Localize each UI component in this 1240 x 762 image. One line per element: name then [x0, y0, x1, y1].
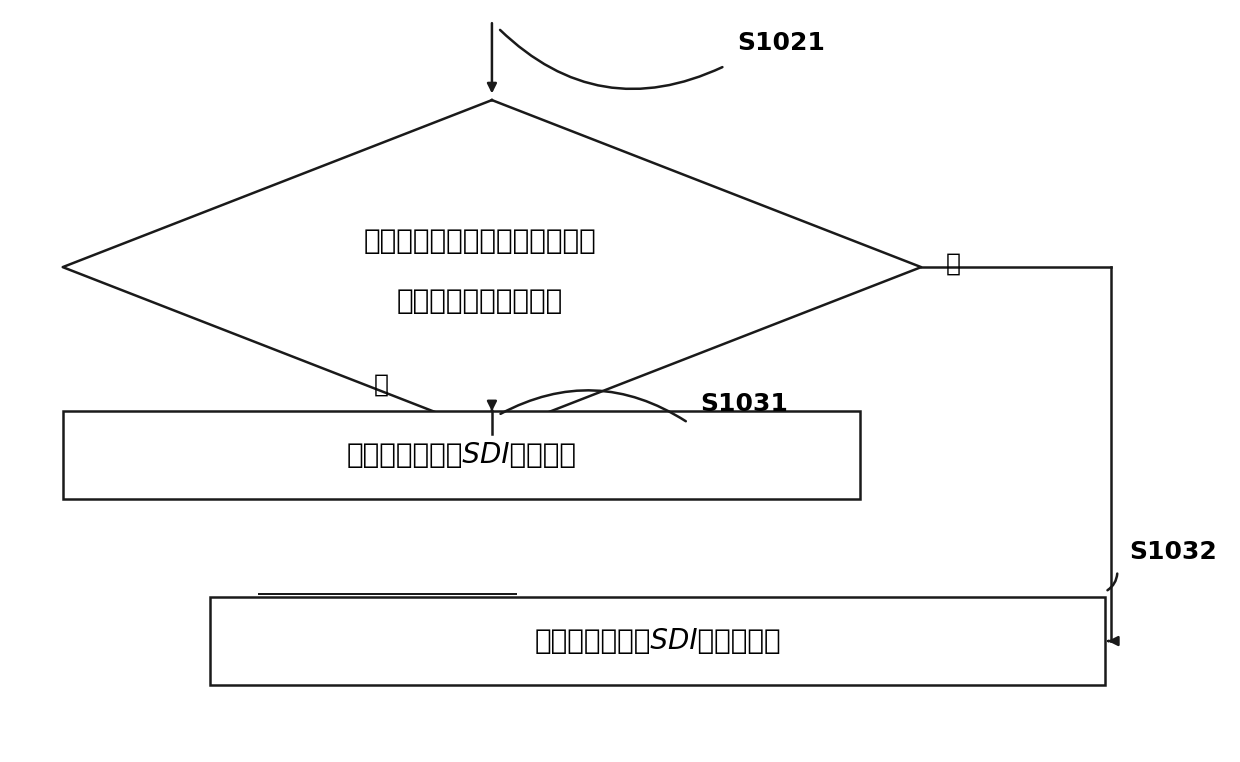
Text: S1032: S1032 [1130, 539, 1218, 564]
Text: 是否均高于所述标准值: 是否均高于所述标准值 [397, 287, 563, 315]
Text: S1021: S1021 [738, 31, 825, 55]
Text: 是: 是 [374, 373, 389, 397]
Text: 否: 否 [946, 251, 961, 275]
Polygon shape [63, 100, 921, 434]
Text: 确定所述待检测SDI芯片合格: 确定所述待检测SDI芯片合格 [346, 441, 577, 469]
Bar [63, 411, 859, 498]
Text: S1031: S1031 [701, 392, 789, 416]
Text: 比较所述多路图像输出检测结果: 比较所述多路图像输出检测结果 [363, 226, 596, 255]
Bar [210, 597, 1105, 685]
Text: 确定所述待检测SDI芯片不合格: 确定所述待检测SDI芯片不合格 [534, 627, 781, 655]
